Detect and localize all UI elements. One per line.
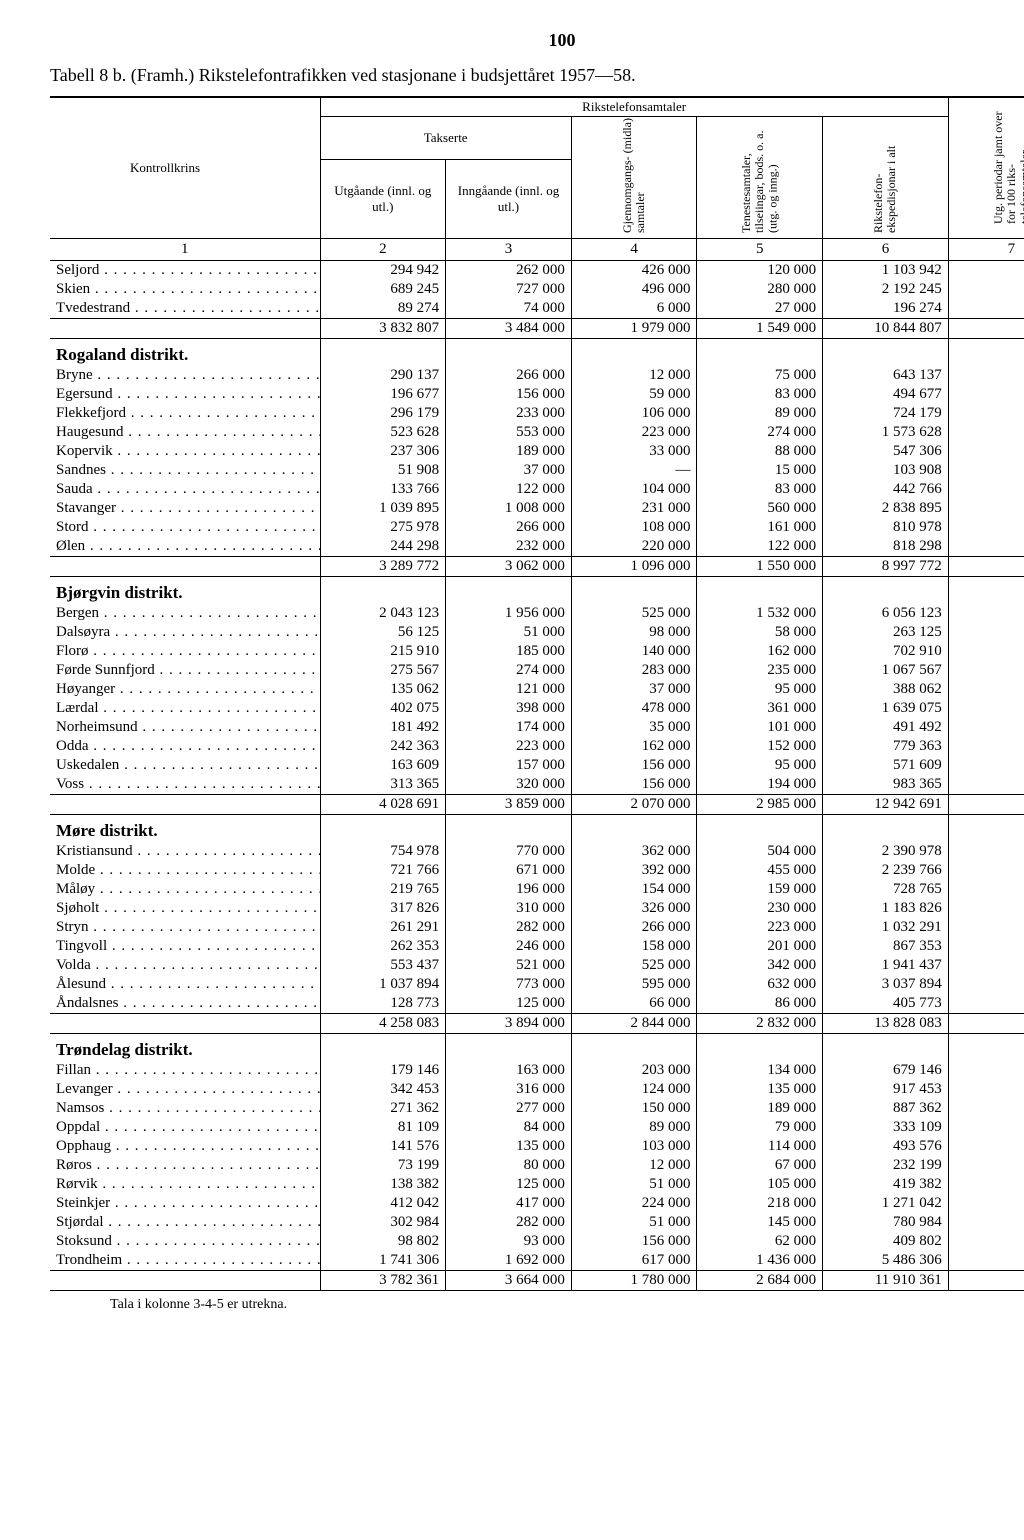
table-row: Sjøholt317 826310 000326 000230 0001 183… xyxy=(50,899,1024,918)
header-kontrollkrins: Kontrollkrins xyxy=(50,97,320,239)
table-row: Namsos271 362277 000150 000189 000887 36… xyxy=(50,1099,1024,1118)
table-row: Kopervik237 306189 00033 00088 000547 30… xyxy=(50,442,1024,461)
table-row: Trondheim1 741 3061 692 000617 0001 436 … xyxy=(50,1251,1024,1271)
table-row: Bryne290 137266 00012 00075 000643 13711… xyxy=(50,366,1024,385)
table-row: Oppdal81 10984 00089 00079 000333 109124 xyxy=(50,1118,1024,1137)
data-table: Kontrollkrins Rikstelefonsamtaler Utg. p… xyxy=(50,96,1024,1291)
header-utgaande: Utgåande (innl. og utl.) xyxy=(320,159,446,238)
table-row: Flekkefjord296 179233 000106 00089 00072… xyxy=(50,404,1024,423)
district-heading: Møre distrikt. xyxy=(50,815,320,843)
subtotal-row: 3 832 8073 484 0001 979 0001 549 00010 8… xyxy=(50,319,1024,339)
table-row: Tingvoll262 353246 000158 000201 000867 … xyxy=(50,937,1024,956)
table-row: Skien689 245727 000496 000280 0002 192 2… xyxy=(50,280,1024,299)
subtotal-row: 3 782 3613 664 0001 780 0002 684 00011 9… xyxy=(50,1271,1024,1291)
header-col7: Utg. periodar jamt over for 100 riks- te… xyxy=(948,97,1024,239)
table-row: Stryn261 291282 000266 000223 0001 032 2… xyxy=(50,918,1024,937)
table-row: Åndalsnes128 773125 00066 00086 000405 7… xyxy=(50,994,1024,1014)
district-heading: Rogaland distrikt. xyxy=(50,339,320,367)
page-number: 100 xyxy=(50,30,1024,51)
table-row: Tvedestrand89 27474 0006 00027 000196 27… xyxy=(50,299,1024,319)
table-row: Dalsøyra56 12551 00098 00058 000263 1251… xyxy=(50,623,1024,642)
header-rikstelefonsamtaler: Rikstelefonsamtaler xyxy=(320,97,948,117)
table-row: Fillan179 146163 000203 000134 000679 14… xyxy=(50,1061,1024,1080)
table-row: Stoksund98 80293 000156 00062 000409 802… xyxy=(50,1232,1024,1251)
header-col4: Gjennomgangs- (midla) samtaler xyxy=(571,117,697,239)
district-heading: Trøndelag distrikt. xyxy=(50,1034,320,1062)
table-row: Kristiansund754 978770 000362 000504 000… xyxy=(50,842,1024,861)
header-col6: Rikstelefon- ekspedisjonar i alt xyxy=(823,117,949,239)
table-row: Stjørdal302 984282 00051 000145 000780 9… xyxy=(50,1213,1024,1232)
table-row: Norheimsund181 492174 00035 000101 00049… xyxy=(50,718,1024,737)
table-row: Røros73 19980 00012 00067 000232 199127 xyxy=(50,1156,1024,1175)
table-row: Egersund196 677156 00059 00083 000494 67… xyxy=(50,385,1024,404)
table-row: Volda553 437521 000525 000342 0001 941 4… xyxy=(50,956,1024,975)
header-col5: Tenestesamtaler, tilseiingar, bods. o. a… xyxy=(697,117,823,239)
table-row: Uskedalen163 609157 000156 00095 000571 … xyxy=(50,756,1024,775)
table-row: Voss313 365320 000156 000194 000983 3651… xyxy=(50,775,1024,795)
header-inngaande: Inngåande (innl. og utl.) xyxy=(446,159,572,238)
district-heading: Bjørgvin distrikt. xyxy=(50,577,320,605)
header-takserte: Takserte xyxy=(320,117,571,160)
table-row: Høyanger135 062121 00037 00095 000388 06… xyxy=(50,680,1024,699)
table-row: Haugesund523 628553 000223 000274 0001 5… xyxy=(50,423,1024,442)
table-row: Lærdal402 075398 000478 000361 0001 639 … xyxy=(50,699,1024,718)
table-row: Bergen2 043 1231 956 000525 0001 532 000… xyxy=(50,604,1024,623)
table-row: Levanger342 453316 000124 000135 000917 … xyxy=(50,1080,1024,1099)
table-row: Sauda133 766122 000104 00083 000442 7661… xyxy=(50,480,1024,499)
table-row: Florø215 910185 000140 000162 000702 910… xyxy=(50,642,1024,661)
subtotal-row: 4 258 0833 894 0002 844 0002 832 00013 8… xyxy=(50,1014,1024,1034)
table-row: Stavanger1 039 8951 008 000231 000560 00… xyxy=(50,499,1024,518)
table-row: Rørvik138 382125 00051 000105 000419 382… xyxy=(50,1175,1024,1194)
table-row: Opphaug141 576135 000103 000114 000493 5… xyxy=(50,1137,1024,1156)
table-title: Tabell 8 b. (Framh.) Rikstelefontrafikke… xyxy=(50,65,1024,86)
table-row: Steinkjer412 042417 000224 000218 0001 2… xyxy=(50,1194,1024,1213)
table-row: Molde721 766671 000392 000455 0002 239 7… xyxy=(50,861,1024,880)
table-row: Sandnes51 90837 000—15 000103 908116 xyxy=(50,461,1024,480)
column-number-row: 1 2 3 4 5 6 7 xyxy=(50,239,1024,261)
table-row: Seljord294 942262 000426 000120 0001 103… xyxy=(50,261,1024,281)
table-row: Måløy219 765196 000154 000159 000728 765… xyxy=(50,880,1024,899)
subtotal-row: 4 028 6913 859 0002 070 0002 985 00012 9… xyxy=(50,795,1024,815)
footnote: Tala i kolonne 3-4-5 er utrekna. xyxy=(50,1297,1024,1313)
table-row: Stord275 978266 000108 000161 000810 978… xyxy=(50,518,1024,537)
table-row: Ølen244 298232 000220 000122 000818 2981… xyxy=(50,537,1024,557)
table-row: Førde Sunnfjord275 567274 000283 000235 … xyxy=(50,661,1024,680)
subtotal-row: 3 289 7723 062 0001 096 0001 550 0008 99… xyxy=(50,557,1024,577)
table-row: Ålesund1 037 894773 000595 000632 0003 0… xyxy=(50,975,1024,994)
table-row: Odda242 363223 000162 000152 000779 3631… xyxy=(50,737,1024,756)
